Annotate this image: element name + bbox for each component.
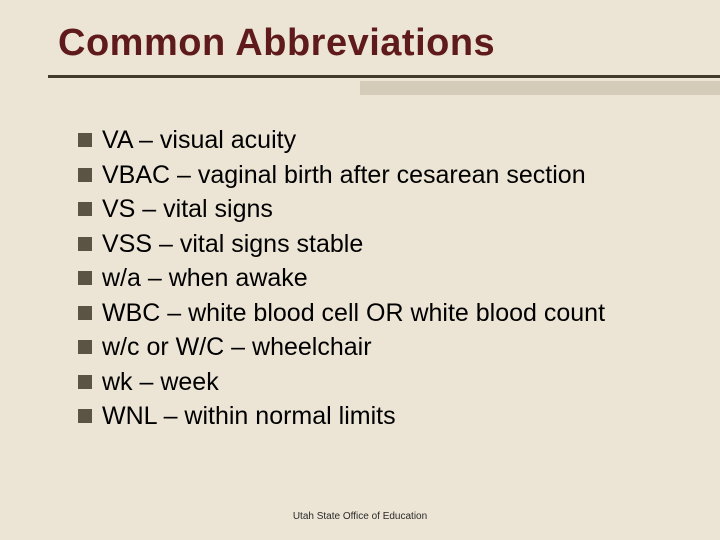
list-item-text: w/c or W/C – wheelchair	[102, 330, 372, 365]
list-item-text: WBC – white blood cell OR white blood co…	[102, 296, 605, 331]
list-item-text: w/a – when awake	[102, 261, 308, 296]
list-item: VBAC – vaginal birth after cesarean sect…	[78, 158, 672, 193]
list-item: VA – visual acuity	[78, 123, 672, 158]
title-rule	[58, 69, 672, 105]
square-bullet-icon	[78, 340, 92, 354]
square-bullet-icon	[78, 409, 92, 423]
square-bullet-icon	[78, 237, 92, 251]
rule-dark	[48, 75, 720, 78]
list-item: VSS – vital signs stable	[78, 227, 672, 262]
slide: Common Abbreviations VA – visual acuityV…	[0, 0, 720, 540]
list-item-text: VA – visual acuity	[102, 123, 296, 158]
list-item-text: VBAC – vaginal birth after cesarean sect…	[102, 158, 586, 193]
list-item: w/a – when awake	[78, 261, 672, 296]
list-item-text: VS – vital signs	[102, 192, 273, 227]
list-item: wk – week	[78, 365, 672, 400]
footer-text: Utah State Office of Education	[0, 511, 720, 522]
list-item-text: WNL – within normal limits	[102, 399, 396, 434]
slide-title: Common Abbreviations	[58, 22, 672, 65]
square-bullet-icon	[78, 202, 92, 216]
square-bullet-icon	[78, 271, 92, 285]
square-bullet-icon	[78, 375, 92, 389]
list-item: VS – vital signs	[78, 192, 672, 227]
list-item-text: wk – week	[102, 365, 219, 400]
list-item: WBC – white blood cell OR white blood co…	[78, 296, 672, 331]
square-bullet-icon	[78, 168, 92, 182]
bullet-list: VA – visual acuityVBAC – vaginal birth a…	[58, 123, 672, 434]
rule-light	[360, 81, 720, 95]
square-bullet-icon	[78, 306, 92, 320]
list-item: WNL – within normal limits	[78, 399, 672, 434]
list-item: w/c or W/C – wheelchair	[78, 330, 672, 365]
list-item-text: VSS – vital signs stable	[102, 227, 363, 262]
square-bullet-icon	[78, 133, 92, 147]
